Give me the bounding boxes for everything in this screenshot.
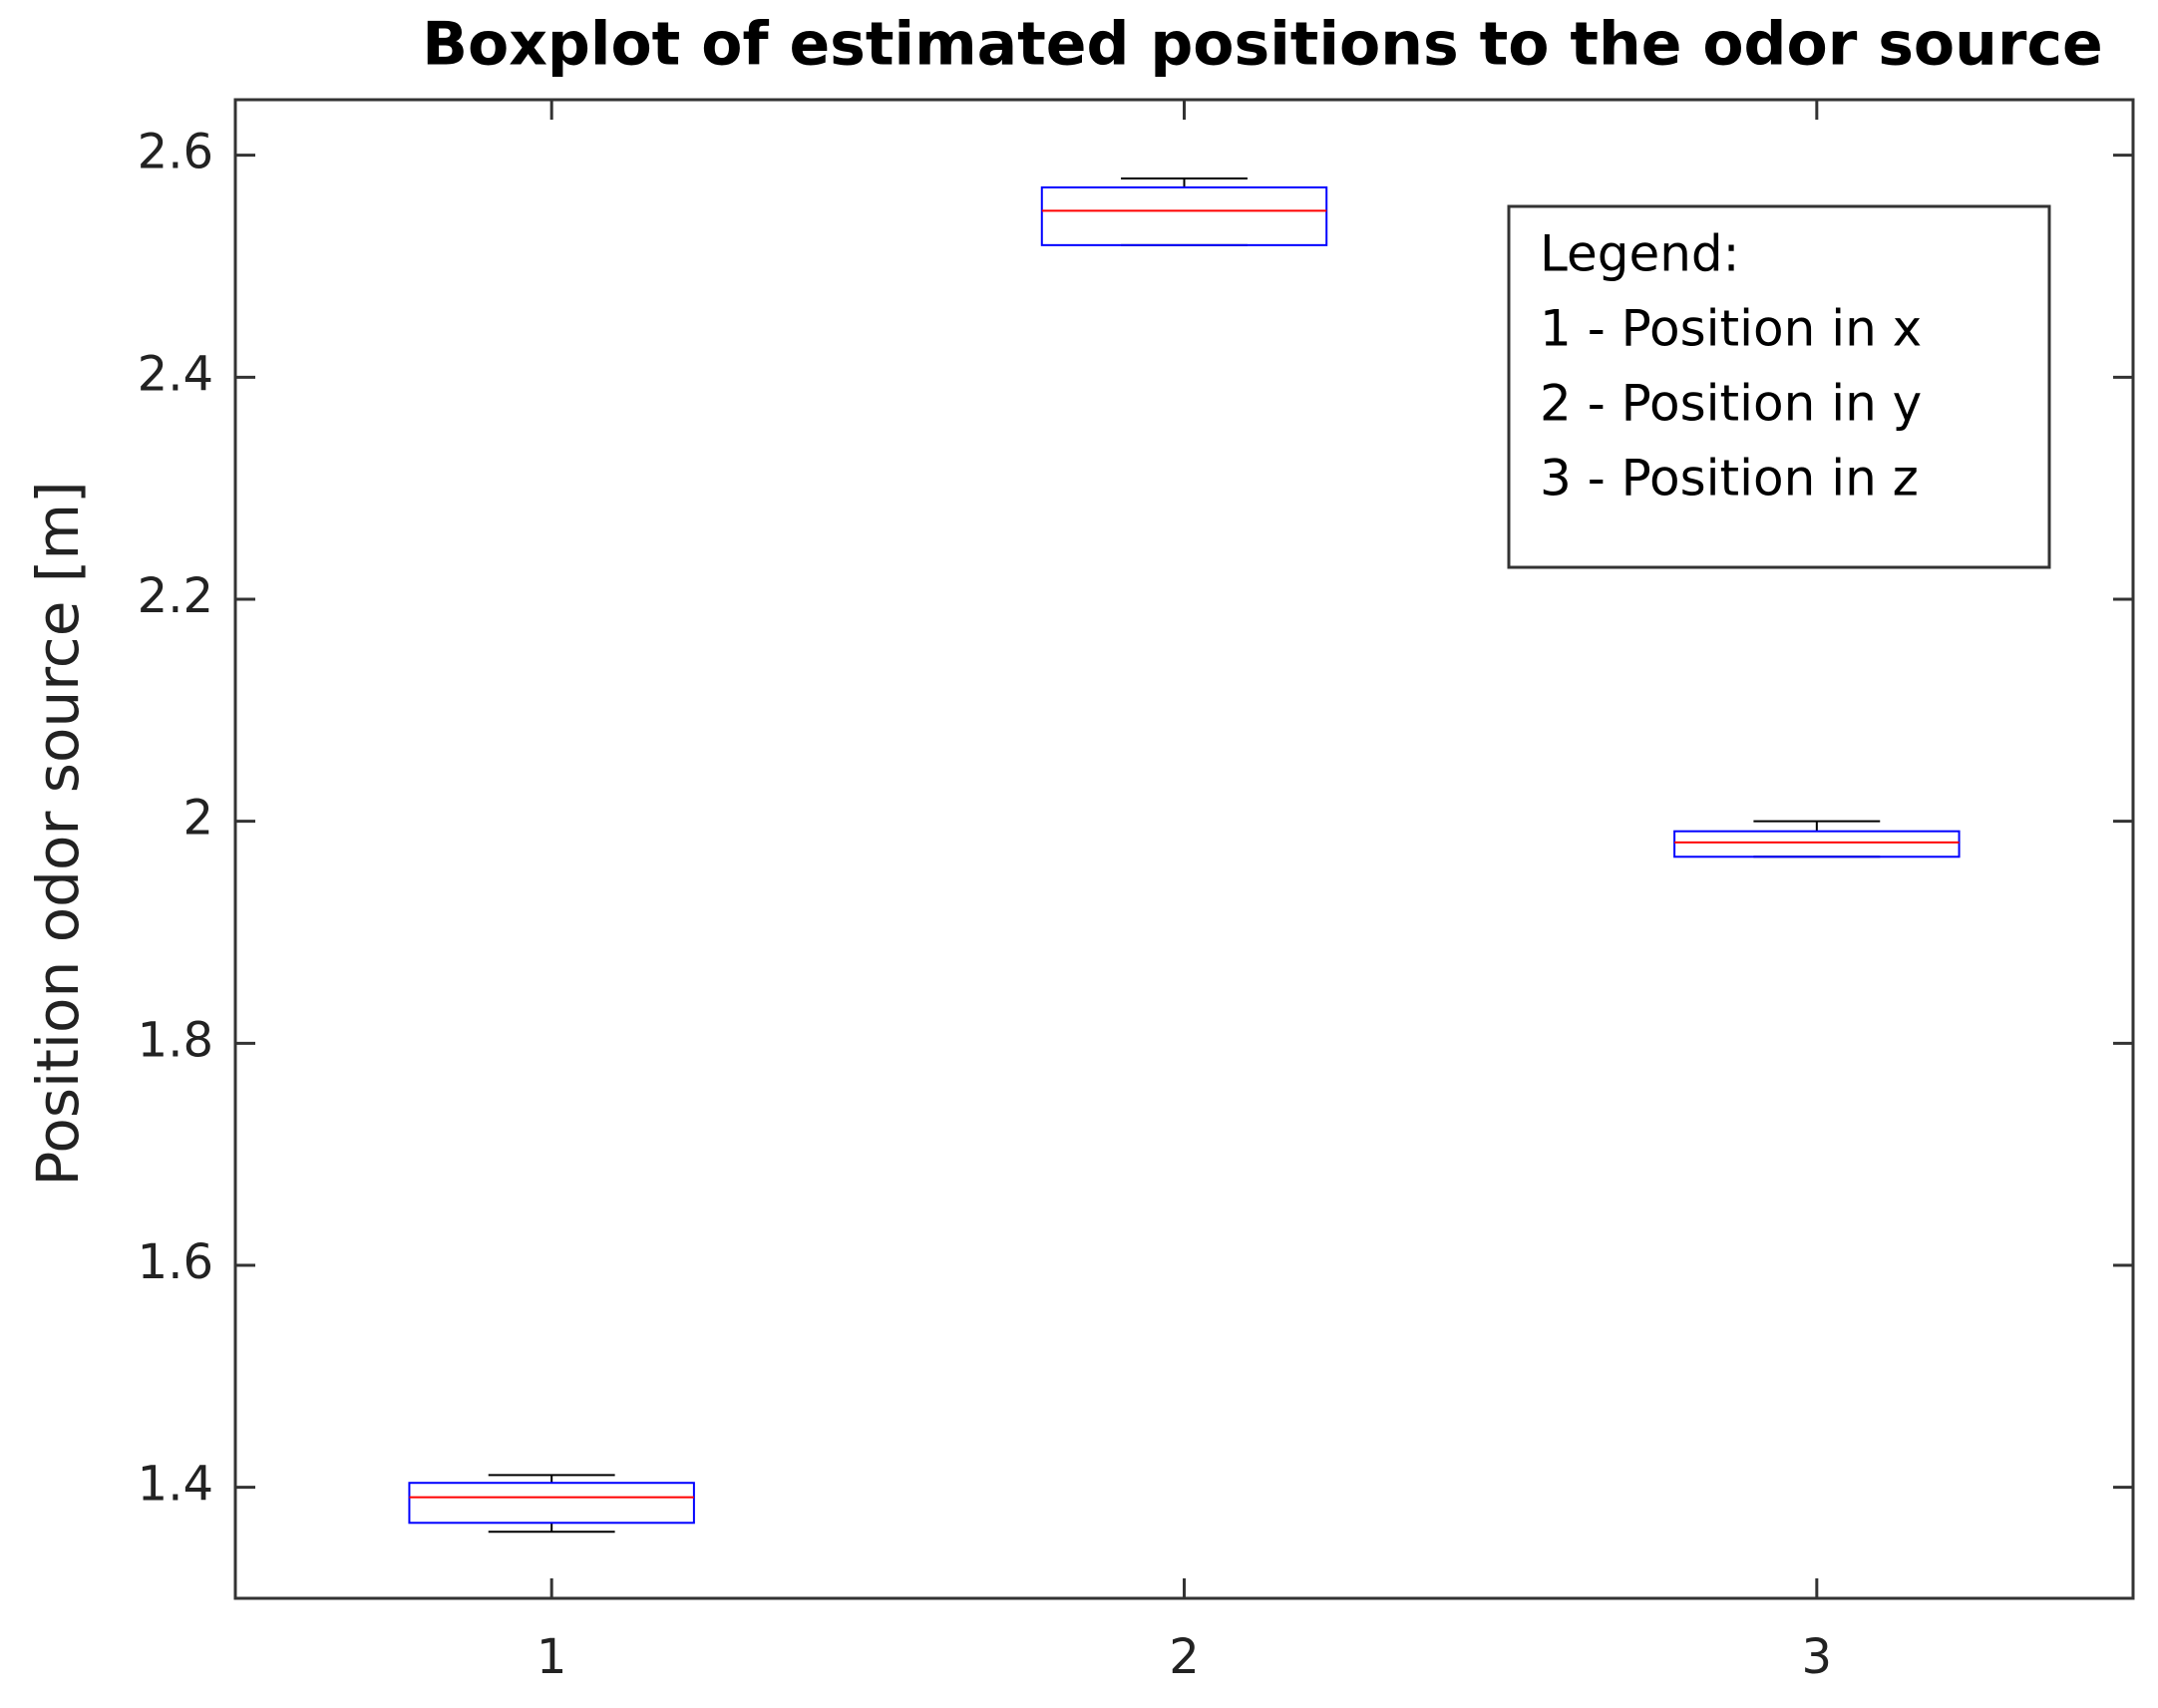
legend-text: 3 - Position in z: [1540, 450, 1919, 508]
y-tick-label: 2.2: [138, 568, 213, 624]
x-tick-label: 1: [537, 1629, 567, 1685]
chart-title: Boxplot of estimated positions to the od…: [422, 10, 2102, 80]
y-tick-label: 2.4: [138, 346, 213, 402]
y-axis-label: Position odor source [m]: [24, 481, 92, 1186]
legend-text: Legend:: [1540, 225, 1740, 283]
legend-text: 2 - Position in y: [1540, 375, 1922, 433]
y-tick-label: 1.4: [138, 1457, 213, 1513]
legend-text: 1 - Position in x: [1540, 300, 1922, 358]
y-tick-label: 2: [182, 791, 213, 847]
legend-box: [1507, 204, 2051, 569]
x-tick-label: 3: [1802, 1629, 1833, 1685]
y-tick-label: 1.6: [138, 1234, 213, 1290]
box: [1040, 185, 1328, 246]
box: [408, 1482, 695, 1525]
box: [1673, 830, 1961, 858]
y-tick-label: 2.6: [138, 125, 213, 180]
y-tick-label: 1.8: [138, 1012, 213, 1068]
x-tick-label: 2: [1169, 1629, 1200, 1685]
